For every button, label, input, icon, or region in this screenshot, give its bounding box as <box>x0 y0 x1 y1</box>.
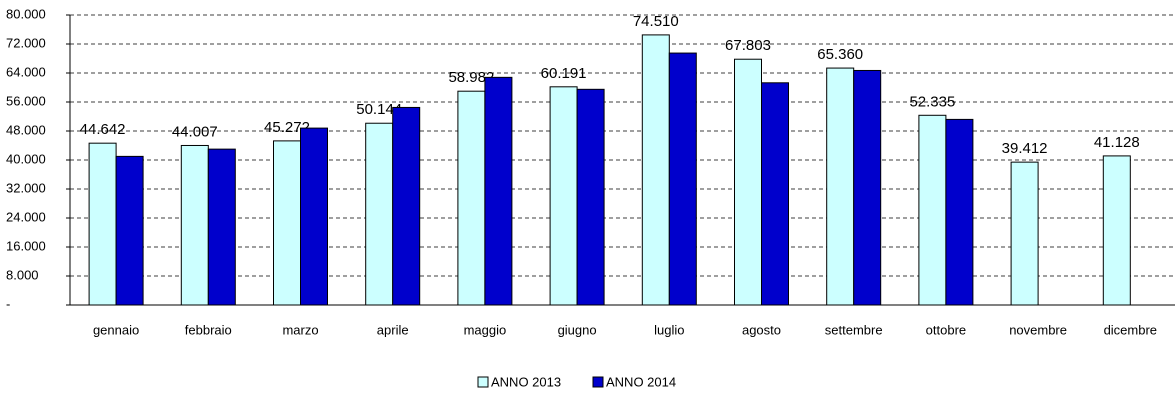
bar <box>918 114 947 306</box>
y-tick-label: 24.000 <box>6 209 46 224</box>
data-label: 60.191 <box>541 65 587 82</box>
bar <box>300 127 328 306</box>
bar <box>457 90 486 306</box>
y-tick-label: 8.000 <box>6 267 39 282</box>
bar <box>1102 155 1131 306</box>
data-label: 52.335 <box>909 93 955 110</box>
bar <box>365 122 394 306</box>
bar <box>826 67 855 306</box>
y-tick-label: 72.000 <box>6 35 46 50</box>
bar <box>641 34 670 306</box>
data-label: 39.412 <box>1002 140 1048 157</box>
y-tick-label: 64.000 <box>6 64 46 79</box>
x-tick-label: dicembre <box>1104 322 1157 337</box>
bar <box>88 142 117 306</box>
bar <box>576 88 605 306</box>
y-tick-label: 40.000 <box>6 151 46 166</box>
bar <box>392 106 421 306</box>
x-tick-label: marzo <box>282 322 318 337</box>
legend-swatch <box>592 376 604 388</box>
x-tick-label: gennaio <box>93 322 139 337</box>
data-label: 67.803 <box>725 37 771 54</box>
bar <box>180 144 209 306</box>
x-tick-label: agosto <box>742 322 781 337</box>
bar <box>853 69 882 306</box>
y-tick-label: 32.000 <box>6 180 46 195</box>
data-label: 50.144 <box>356 101 402 118</box>
bar <box>115 155 144 306</box>
data-label: 65.360 <box>817 46 863 63</box>
y-tick-label: - <box>6 296 10 311</box>
bar <box>734 58 762 306</box>
bar <box>273 140 301 306</box>
x-tick-label: settembre <box>825 322 883 337</box>
bar <box>1010 161 1039 306</box>
bar <box>945 118 974 306</box>
y-tick-label: 80.000 <box>6 6 46 21</box>
data-label: 74.510 <box>633 13 679 30</box>
data-label: 44.642 <box>80 121 126 138</box>
x-tick-label: novembre <box>1009 322 1067 337</box>
x-tick-label: aprile <box>377 322 409 337</box>
y-tick-label: 48.000 <box>6 122 46 137</box>
data-label: 41.128 <box>1094 134 1140 151</box>
bar <box>484 76 513 306</box>
bar <box>761 82 789 306</box>
legend-label: ANNO 2014 <box>606 374 676 389</box>
legend-label: ANNO 2013 <box>491 374 561 389</box>
legend-swatch <box>477 376 489 388</box>
bar <box>668 52 697 306</box>
y-tick-label: 16.000 <box>6 238 46 253</box>
data-label: 44.007 <box>172 123 218 140</box>
x-tick-label: febbraio <box>185 322 232 337</box>
bar <box>207 148 236 306</box>
data-label: 58.982 <box>448 69 494 86</box>
x-tick-label: giugno <box>558 322 597 337</box>
y-tick-label: 56.000 <box>6 93 46 108</box>
x-tick-label: maggio <box>464 322 507 337</box>
x-tick-label: luglio <box>654 322 684 337</box>
bar <box>549 86 578 306</box>
data-label: 45.272 <box>264 119 310 136</box>
x-tick-label: ottobre <box>926 322 966 337</box>
